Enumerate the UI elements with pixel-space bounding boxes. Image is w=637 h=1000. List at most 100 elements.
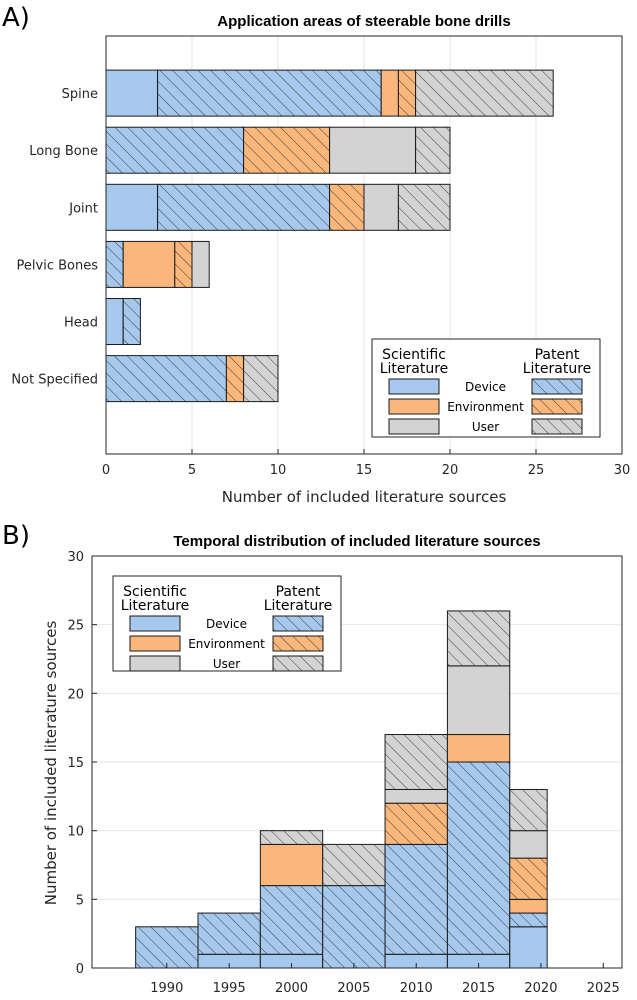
chart-a-title: Application areas of steerable bone dril… xyxy=(217,13,510,30)
chart-b-y-tick-label: 10 xyxy=(67,825,84,840)
chart-a-bar-segment-fill xyxy=(123,241,175,288)
chart-b-bar-segment xyxy=(446,610,511,667)
chart-b-bar-segment-edge xyxy=(446,610,511,667)
chart-a-bar-segment-hatch xyxy=(226,355,244,402)
chart-b-bar-segment-hatch xyxy=(260,885,323,955)
chart-a-bar-segment xyxy=(380,69,399,117)
chart-a-legend-swatch-scientific-device xyxy=(388,378,440,395)
chart-b-y-tick-label: 20 xyxy=(67,687,84,702)
chart-b-bar-segment-fill xyxy=(509,926,548,968)
chart-a-bar-segment xyxy=(174,240,193,288)
chart-b-bar-segment xyxy=(197,912,261,955)
chart-a-bar-segment xyxy=(415,126,451,174)
chart-a-x-tick-label: 5 xyxy=(188,463,196,478)
chart-a-bar-segment xyxy=(329,183,365,231)
chart-b-bar-segment xyxy=(259,830,324,845)
chart-b-bar-segment xyxy=(259,843,324,887)
chart-b-legend-label-user: User xyxy=(213,657,240,671)
chart-a-bar-segment-hatch xyxy=(157,70,382,117)
chart-a-legend-swatch-patent-user xyxy=(531,418,583,435)
chart-b-bar-segment-fill xyxy=(260,954,323,968)
chart-a-legend-swatch-patent-user-edge xyxy=(531,418,583,435)
chart-a-x-tick-label: 25 xyxy=(528,463,545,478)
chart-b-bar-segment-edge xyxy=(509,788,548,832)
chart-a-bar-segment-edge xyxy=(415,69,554,117)
chart-b-legend-swatch-patent-environment xyxy=(272,635,324,652)
chart-b-y-tick-label: 30 xyxy=(67,550,84,565)
chart-b-bar-segment xyxy=(509,912,548,928)
chart-a-bar-segment xyxy=(415,69,554,117)
chart-b-bar-segment xyxy=(259,885,324,955)
chart-b-bar-segment-fill xyxy=(509,830,548,859)
chart-a-bar-segment-fill xyxy=(106,184,158,231)
chart-b-legend-swatch-scientific-environment xyxy=(129,635,181,652)
chart-b-bar-segment xyxy=(509,857,548,900)
chart-a-legend-swatch-patent-environment xyxy=(531,398,583,415)
chart-a-legend-swatch-scientific-user xyxy=(388,418,440,435)
chart-b-legend-swatch-scientific-user xyxy=(129,655,181,672)
chart-a-bar-segment-hatch xyxy=(106,241,124,288)
chart-b-bar-segment xyxy=(384,843,448,955)
chart-b-bar-segment-hatch xyxy=(447,610,510,666)
chart-a-bar-segment xyxy=(105,126,245,174)
chart-b-legend-swatch-patent-device-edge xyxy=(272,615,324,632)
chart-b-bar-segment-hatch xyxy=(260,830,323,845)
chart-a-y-tick-label: Not Specified xyxy=(11,373,98,388)
chart-b-y-tick-label: 15 xyxy=(67,756,84,771)
chart-b-y-tick-label: 5 xyxy=(76,893,84,908)
chart-b-legend-swatch-patent-user xyxy=(272,655,324,672)
chart-b-legend-swatch-scientific-environment-edge xyxy=(129,635,181,652)
chart-a-y-tick-label: Spine xyxy=(62,87,98,102)
chart-a-x-tick-label: 15 xyxy=(356,463,373,478)
chart-a-bar-segment xyxy=(122,240,176,288)
chart-a-y-tick-label: Head xyxy=(64,316,98,331)
chart-a-bar-segment-fill xyxy=(329,127,416,174)
chart-a-bar-segment-hatch xyxy=(398,70,416,117)
chart-a-bar-segment-hatch xyxy=(123,298,141,345)
chart-b-bar-segment xyxy=(384,734,448,790)
chart-b-y-axis-label: Number of included literature sources xyxy=(42,621,60,906)
chart-a-bar-segment xyxy=(397,183,451,231)
chart-b-bar-segment-hatch xyxy=(198,913,261,955)
chart-b-bar-segment xyxy=(446,761,511,955)
chart-a-legend-swatch-patent-environment-hatch xyxy=(532,399,582,414)
chart-a-bar-segment-hatch xyxy=(243,355,278,402)
chart-a-legend-label-environment: Environment xyxy=(447,400,524,414)
chart-b-bar-segment-edge xyxy=(259,830,324,845)
chart-b-bar-segment-hatch xyxy=(135,926,198,968)
chart-b-bar-segment-fill xyxy=(385,789,448,804)
chart-b-legend-label-device: Device xyxy=(206,617,247,631)
chart-a-bar-segment-hatch xyxy=(415,127,450,174)
chart-b-x-tick-label: 2025 xyxy=(587,981,620,996)
panel-label-a: A) xyxy=(2,3,30,33)
chart-a-bar-segment xyxy=(397,69,417,117)
chart-b-bar-segment xyxy=(509,830,548,859)
chart-a-legend-swatch-patent-environment-edge xyxy=(531,398,583,415)
chart-b-legend-swatch-scientific-user-fill xyxy=(130,656,180,671)
chart-a-bar-segment xyxy=(157,69,382,117)
chart-b-legend-patent-head-2: Literature xyxy=(264,598,333,614)
chart-a-legend-swatch-patent-device xyxy=(531,378,583,395)
chart-a-bar-segment xyxy=(105,240,124,288)
chart-b-legend-swatch-patent-user-hatch xyxy=(273,656,323,671)
chart-b-x-tick-label: 1990 xyxy=(150,981,183,996)
chart-a-bar-segment-edge xyxy=(191,240,210,288)
chart-a-x-tick-label: 30 xyxy=(614,463,631,478)
chart-a-bar-segment xyxy=(329,126,417,174)
chart-b-legend-swatch-patent-user-edge xyxy=(272,655,324,672)
chart-a-legend-swatch-scientific-device-edge xyxy=(388,378,440,395)
chart-b-bar-segment xyxy=(384,788,448,804)
chart-b-legend-scientific-head-2: Literature xyxy=(121,598,190,614)
chart-a-bar-segment xyxy=(191,240,210,288)
chart-a-bar-segment xyxy=(105,69,159,117)
chart-a-legend-swatch-scientific-user-edge xyxy=(388,418,440,435)
chart-b-x-tick-label: 2020 xyxy=(524,981,557,996)
chart-a-bar-segment-hatch xyxy=(174,241,192,288)
chart-a-legend-swatch-scientific-environment xyxy=(388,398,440,415)
chart-b-bar-segment-fill xyxy=(198,954,261,968)
chart-b-bar-segment xyxy=(446,665,511,736)
chart-a-bar-segment-fill xyxy=(106,70,158,117)
chart-a-legend-scientific-head-2: Literature xyxy=(380,361,449,377)
chart-a-legend-swatch-patent-user-hatch xyxy=(532,419,582,434)
